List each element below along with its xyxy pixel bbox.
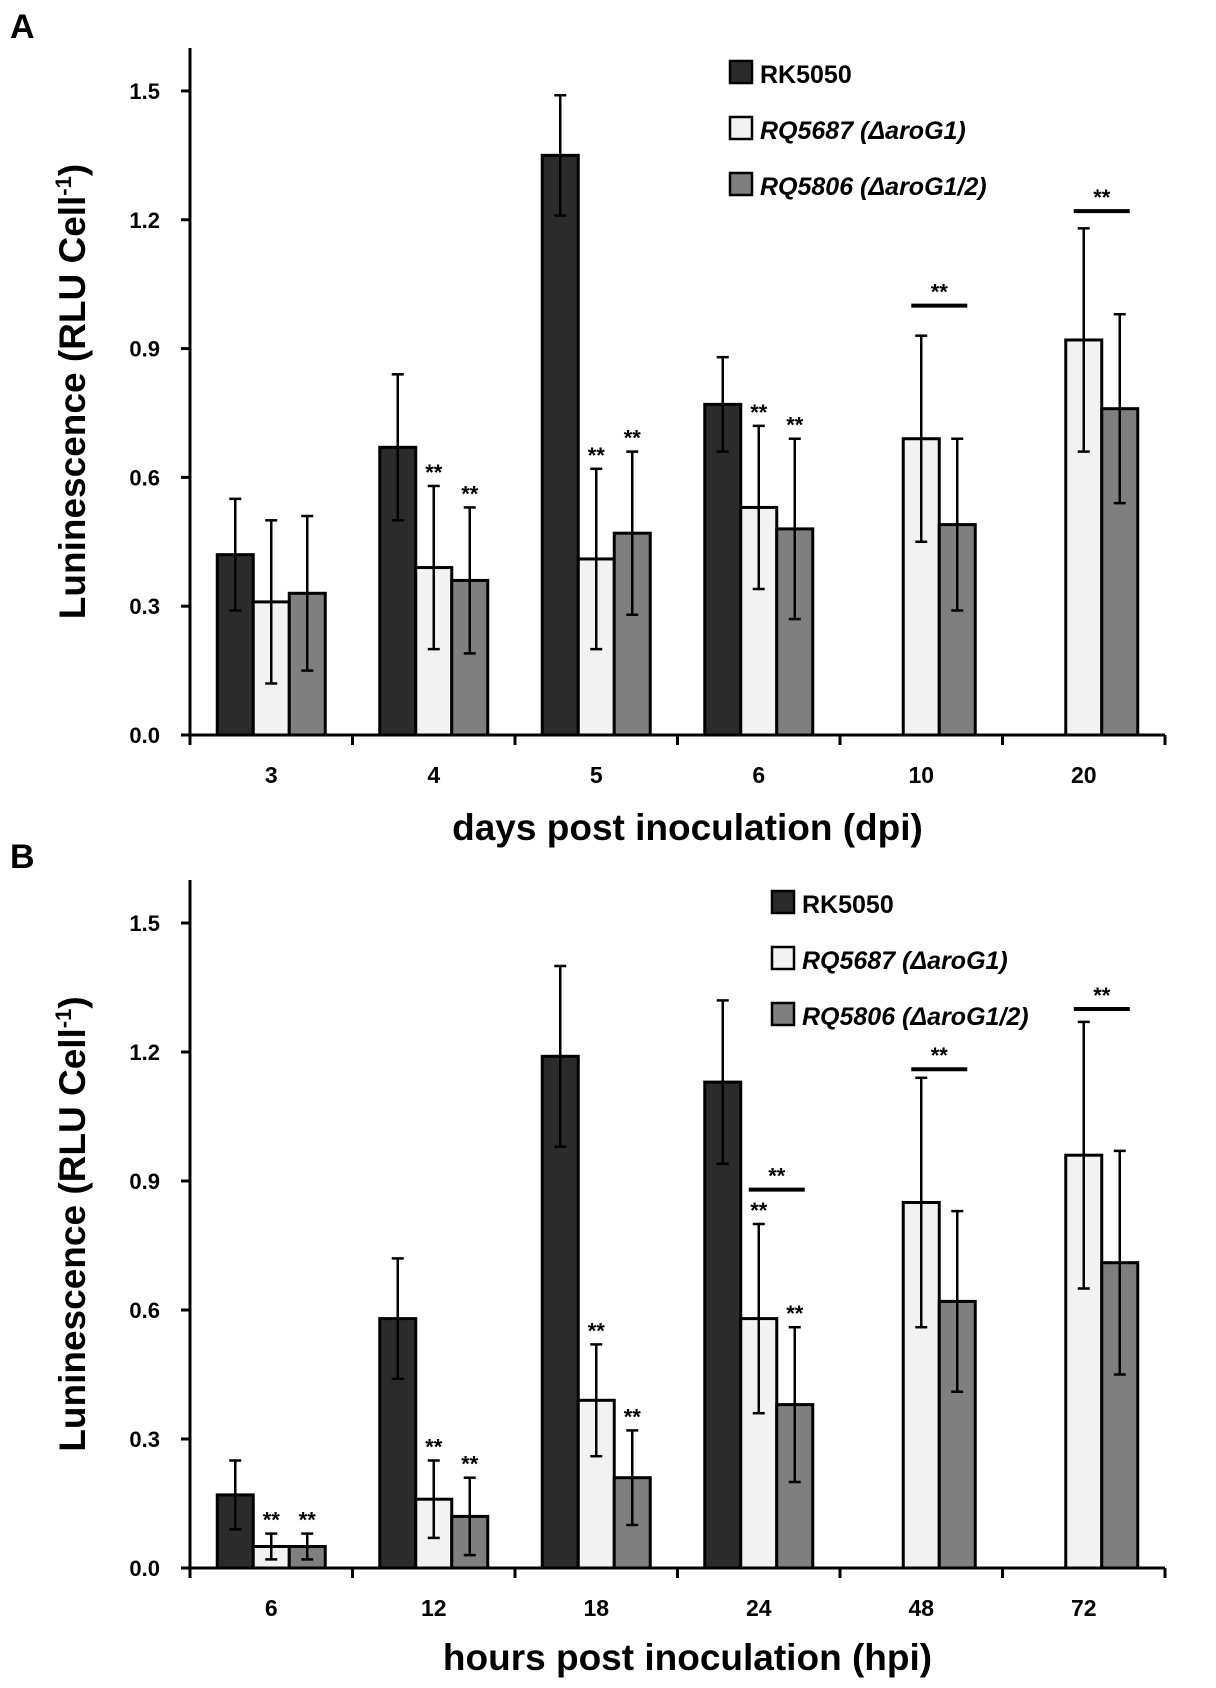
- x-axis-title: days post inoculation (dpi): [452, 807, 923, 848]
- bar-series-1: [703, 402, 743, 737]
- legend-label: RK5050: [760, 61, 852, 89]
- y-axis-title-main: Luninescence (RLU Cell: [52, 1028, 93, 1452]
- legend-label: RK5050: [802, 891, 894, 919]
- x-axis-title: hours post inoculation (hpi): [443, 1637, 932, 1678]
- panel-label: A: [10, 8, 35, 46]
- x-tick-label: 24: [746, 1595, 772, 1621]
- legend-swatch: [728, 171, 754, 197]
- significance-label: **: [588, 1318, 606, 1343]
- x-tick-label: 10: [908, 762, 934, 788]
- bar-series-1: [540, 153, 580, 737]
- legend-swatch: [770, 945, 796, 971]
- legend-swatch: [728, 115, 754, 141]
- y-axis-title: Luninescence (RLU Cell-1): [51, 164, 93, 619]
- significance-label: **: [624, 426, 642, 451]
- x-tick-label: 6: [265, 1595, 278, 1621]
- y-axis-title-superscript: -1: [51, 1009, 76, 1029]
- x-tick-label: 5: [590, 762, 603, 788]
- legend-label: RQ5806 (ΔaroG1/2): [760, 173, 987, 201]
- y-tick-label: 0.0: [129, 1556, 160, 1581]
- legend-swatch: [770, 1001, 796, 1027]
- x-tick-label: 12: [421, 1595, 447, 1621]
- x-tick-label: 48: [908, 1595, 934, 1621]
- legend-label: RQ5806 (ΔaroG1/2): [802, 1003, 1029, 1031]
- significance-label: **: [461, 1452, 479, 1477]
- y-tick-label: 1.2: [129, 1040, 160, 1065]
- bracket-label: **: [931, 280, 949, 305]
- y-tick-label: 1.5: [129, 79, 160, 104]
- chart-panel-a: A 0.0 0.3 0.6 0.9 1.2 1.5 3 4 5 6 10 20 ** ** ** ** ** ** *…: [10, 8, 1167, 848]
- legend-swatch: [728, 59, 754, 85]
- y-axis-title-close: ): [52, 164, 93, 176]
- significance-label: **: [786, 1301, 804, 1326]
- y-axis-title: Luninescence (RLU Cell-1): [51, 996, 93, 1451]
- significance-label: **: [588, 443, 606, 468]
- y-axis-title-superscript: -1: [51, 176, 76, 196]
- y-tick-label: 0.6: [129, 1298, 160, 1323]
- y-axis-title-main: Luninescence (RLU Cell: [52, 196, 93, 620]
- x-tick-label: 3: [265, 762, 278, 788]
- y-axis-title-close: ): [52, 996, 93, 1008]
- legend-swatch: [770, 889, 796, 915]
- significance-label: **: [425, 460, 443, 485]
- significance-label: **: [299, 1508, 317, 1533]
- significance-label: **: [750, 1198, 768, 1223]
- legend-label: RQ5687 (ΔaroG1): [802, 947, 1008, 975]
- bracket-label: **: [1093, 185, 1111, 210]
- y-tick-label: 0.9: [129, 1169, 160, 1194]
- significance-label: **: [425, 1435, 443, 1460]
- y-tick-label: 0.3: [129, 594, 160, 619]
- bracket-label: **: [768, 1164, 786, 1189]
- y-tick-label: 0.9: [129, 337, 160, 362]
- x-tick-label: 18: [583, 1595, 609, 1621]
- significance-label: **: [624, 1404, 642, 1429]
- significance-label: **: [750, 400, 768, 425]
- significance-label: **: [461, 481, 479, 506]
- panel-label: B: [10, 838, 35, 876]
- y-tick-label: 1.5: [129, 911, 160, 936]
- significance-label: **: [786, 413, 804, 438]
- y-tick-label: 0.6: [129, 465, 160, 490]
- y-tick-label: 0.0: [129, 723, 160, 748]
- x-tick-label: 4: [427, 762, 440, 788]
- significance-label: **: [263, 1508, 281, 1533]
- x-tick-label: 20: [1071, 762, 1097, 788]
- bracket-label: **: [931, 1043, 949, 1068]
- x-tick-label: 6: [752, 762, 765, 788]
- bracket-label: **: [1093, 983, 1111, 1008]
- legend-label: RQ5687 (ΔaroG1): [760, 117, 966, 145]
- chart-panel-b: B0.00.30.60.91.21.56 12 18 24 48 72**********…: [10, 838, 1167, 1678]
- x-tick-label: 72: [1071, 1595, 1097, 1621]
- y-tick-label: 0.3: [129, 1427, 160, 1452]
- y-tick-label: 1.2: [129, 208, 160, 233]
